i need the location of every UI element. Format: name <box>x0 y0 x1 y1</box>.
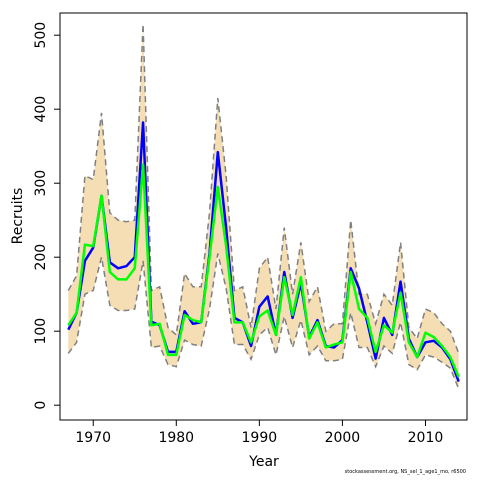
series-line-2 <box>67 163 460 378</box>
y-axis: 0 100 200 300 400 500 <box>33 22 60 410</box>
y-tick-label: 500 <box>33 22 49 49</box>
series-lines <box>67 121 460 382</box>
plot-frame <box>59 12 468 421</box>
y-axis-label: Recruits <box>10 188 26 245</box>
y-tick-label: 400 <box>33 96 49 123</box>
x-tick-label: 1970 <box>75 430 111 446</box>
x-tick-label: 2010 <box>408 430 444 446</box>
confidence-band <box>67 24 460 390</box>
y-tick-label: 100 <box>33 318 49 345</box>
x-tick-label: 2000 <box>325 430 361 446</box>
band-fill <box>68 24 459 389</box>
x-tick-label: 1980 <box>158 430 194 446</box>
band-lower-line <box>67 253 460 390</box>
band-upper-line <box>67 24 460 354</box>
y-tick-label: 0 <box>33 401 49 410</box>
x-axis-label: Year <box>248 454 279 470</box>
y-tick-label: 200 <box>33 244 49 271</box>
x-axis: 1970 1980 1990 2000 2010 <box>75 420 443 446</box>
y-tick-label: 300 <box>33 170 49 197</box>
x-tick-label: 1990 <box>242 430 278 446</box>
caption: stockassessment.org, NS_sel_1_age1_mo, r… <box>344 469 466 475</box>
